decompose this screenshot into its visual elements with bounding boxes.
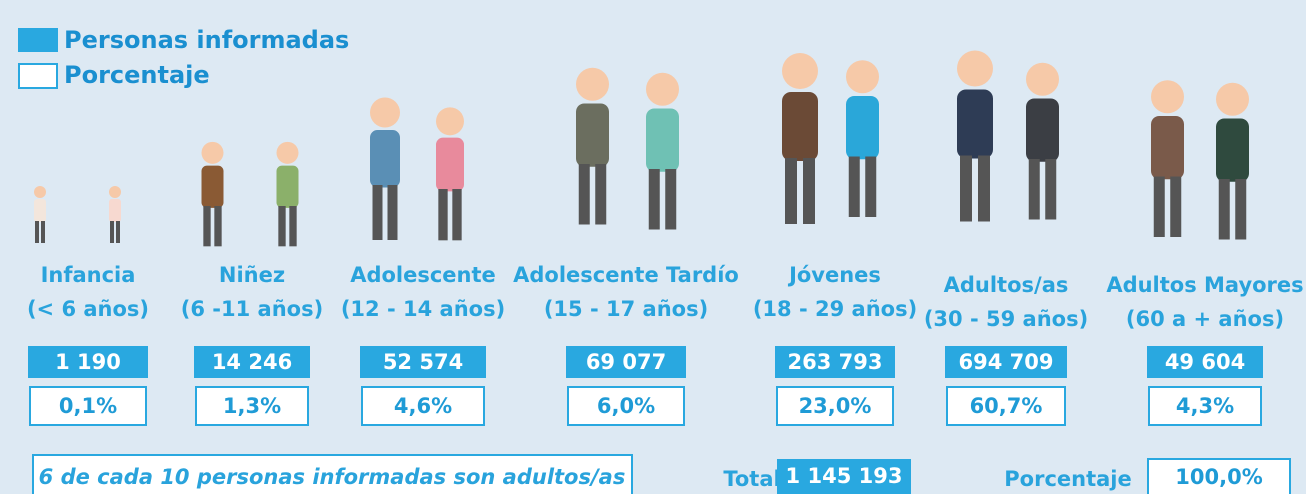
percent-box (776, 386, 894, 426)
group-name: Jóvenes (787, 263, 881, 287)
percent-box (195, 386, 309, 426)
count-box (28, 346, 148, 378)
count: 694 709 (959, 350, 1054, 374)
percent-box (946, 386, 1066, 426)
count-box (1147, 346, 1263, 378)
percent-box (567, 386, 685, 426)
count-box (775, 346, 895, 378)
percent: 6,0% (597, 394, 655, 418)
count-box (360, 346, 486, 378)
group-name: Infancia (41, 263, 136, 287)
group-range: (12 - 14 años) (341, 297, 505, 321)
legend-label: Personas informadas (64, 26, 349, 54)
count: 49 604 (1165, 350, 1245, 374)
count: 69 077 (586, 350, 666, 374)
percent-box (29, 386, 147, 426)
count-box (194, 346, 310, 378)
total-box (777, 459, 911, 494)
note-box (32, 454, 633, 494)
percent: 1,3% (223, 394, 281, 418)
percent-total-label: Porcentaje (1004, 467, 1131, 491)
count-box (566, 346, 686, 378)
count: 14 246 (212, 350, 292, 374)
count: 52 574 (383, 350, 463, 374)
percent: 23,0% (799, 394, 872, 418)
note: 6 de cada 10 personas informadas son adu… (39, 465, 626, 489)
group-name: Adultos/as (944, 273, 1069, 297)
group-range: (30 - 59 años) (924, 307, 1088, 331)
total-value: 1 145 193 (786, 464, 903, 488)
group-range: (18 - 29 años) (753, 297, 917, 321)
group-range: (15 - 17 años) (544, 297, 708, 321)
group-name: Adolescente (350, 263, 496, 287)
count: 1 190 (55, 350, 121, 374)
percent: 60,7% (970, 394, 1043, 418)
legend-label: Porcentaje (64, 61, 210, 89)
percent: 4,6% (394, 394, 452, 418)
count-box (945, 346, 1067, 378)
group-range: (6 -11 años) (181, 297, 323, 321)
group-name: Niñez (219, 263, 285, 287)
percent: 0,1% (59, 394, 117, 418)
group-name: Adolescente Tardío (513, 263, 739, 287)
total-label: Total (723, 467, 780, 491)
legend-swatch-empty (18, 63, 58, 89)
count: 263 793 (788, 350, 883, 374)
group-name: Adultos Mayores (1106, 273, 1303, 297)
percent-total-value: 100,0% (1175, 465, 1262, 489)
percent-total-box (1147, 458, 1291, 494)
group-range: (60 a + años) (1126, 307, 1284, 331)
group-range: (< 6 años) (27, 297, 149, 321)
legend-swatch-filled (18, 28, 58, 52)
percent-box (1148, 386, 1262, 426)
percent-box (361, 386, 485, 426)
percent: 4,3% (1176, 394, 1234, 418)
